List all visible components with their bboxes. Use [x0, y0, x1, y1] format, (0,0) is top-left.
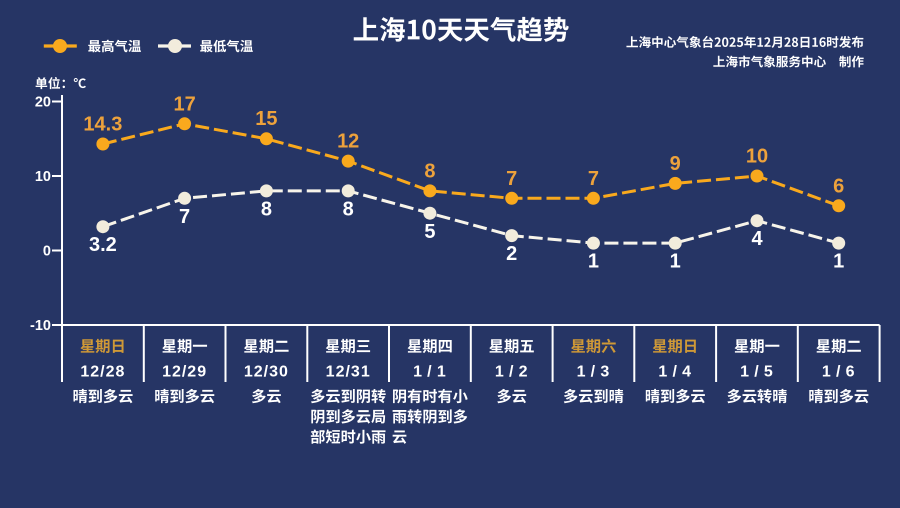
svg-text:8: 8	[424, 160, 435, 182]
svg-text:7: 7	[588, 168, 599, 190]
svg-text:7: 7	[179, 206, 190, 228]
svg-text:1 / 2: 1 / 2	[495, 364, 529, 381]
svg-text:1: 1	[588, 251, 599, 273]
svg-text:10: 10	[35, 169, 51, 185]
svg-text:1 / 5: 1 / 5	[740, 364, 774, 381]
svg-text:1 / 4: 1 / 4	[658, 364, 692, 381]
svg-text:20: 20	[35, 95, 51, 111]
svg-text:2: 2	[506, 243, 517, 265]
svg-text:15: 15	[255, 108, 277, 130]
svg-text:3.2: 3.2	[89, 234, 117, 256]
svg-text:1: 1	[670, 251, 681, 273]
svg-text:8: 8	[343, 198, 354, 220]
svg-text:-10: -10	[30, 318, 51, 334]
svg-text:12/31: 12/31	[326, 364, 371, 381]
svg-text:4: 4	[751, 228, 763, 250]
svg-text:12/29: 12/29	[162, 364, 207, 381]
svg-text:6: 6	[833, 175, 844, 197]
svg-text:1 / 3: 1 / 3	[577, 364, 611, 381]
svg-text:14.3: 14.3	[83, 114, 122, 136]
svg-text:12/30: 12/30	[244, 364, 289, 381]
svg-text:1 / 6: 1 / 6	[822, 364, 856, 381]
svg-text:1: 1	[833, 251, 844, 273]
svg-text:12: 12	[337, 131, 359, 153]
svg-text:0: 0	[43, 244, 51, 260]
svg-text:8: 8	[261, 198, 272, 220]
svg-text:10: 10	[746, 146, 768, 168]
svg-text:12/28: 12/28	[80, 364, 125, 381]
svg-text:7: 7	[506, 168, 517, 190]
svg-text:5: 5	[424, 221, 435, 243]
svg-text:9: 9	[670, 153, 681, 175]
svg-text:17: 17	[173, 93, 195, 115]
svg-text:1 / 1: 1 / 1	[413, 364, 447, 381]
